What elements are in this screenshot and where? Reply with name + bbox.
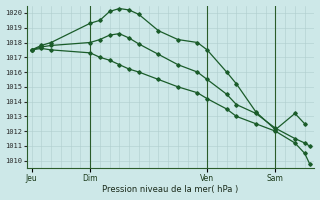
X-axis label: Pression niveau de la mer( hPa ): Pression niveau de la mer( hPa )	[102, 185, 239, 194]
